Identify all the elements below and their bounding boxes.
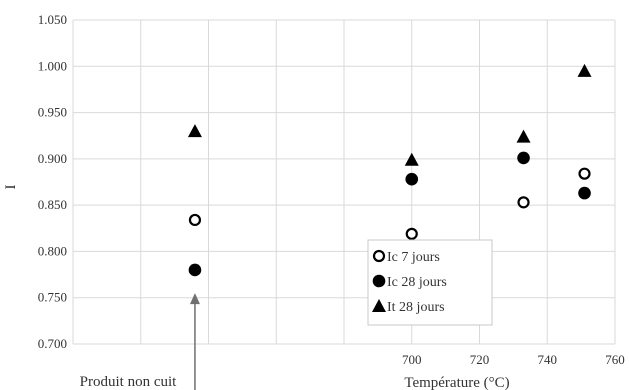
x-tick-labels: 700 720 740 760 [402, 352, 625, 367]
legend-items: Ic 7 jours Ic 28 jours It 28 jours [372, 249, 447, 315]
y-tick-label: 1.000 [38, 58, 67, 73]
annotation-text: Produit non cuit [80, 374, 177, 390]
data-point-series-3 [516, 129, 531, 143]
annotation-arrow-head [189, 293, 200, 305]
data-point-series-2 [405, 172, 419, 186]
legend-label: Ic 7 jours [387, 250, 440, 265]
x-tick-label: 740 [538, 352, 558, 367]
y-tick-label: 0.900 [38, 151, 67, 166]
data-points [187, 63, 592, 277]
y-tick-label: 0.700 [38, 336, 67, 351]
annotation-arrow [189, 293, 200, 390]
legend-label: It 28 jours [387, 300, 445, 315]
y-tick-labels: 0.700 0.750 0.800 0.850 0.900 0.950 1.000 1.050 [38, 12, 67, 351]
x-tick-label: 760 [605, 352, 625, 367]
y-tick-label: 1.050 [38, 12, 67, 27]
data-point-series-3 [577, 63, 592, 77]
data-point-series-1 [517, 196, 530, 209]
data-point-series-1 [188, 213, 202, 227]
data-point-series-1 [578, 167, 591, 180]
data-point-series-3 [404, 152, 419, 166]
y-axis-label: I [3, 185, 19, 190]
legend-box [367, 239, 493, 326]
x-axis-label: Température (°C) [404, 375, 509, 390]
data-point-series-2 [188, 263, 202, 277]
x-tick-label: 720 [470, 352, 490, 367]
legend-label: Ic 28 jours [387, 275, 447, 290]
data-point-series-3 [187, 124, 202, 138]
legend-marker-series-2 [372, 274, 386, 288]
y-tick-label: 0.800 [38, 243, 67, 258]
y-tick-label: 0.850 [38, 197, 67, 212]
data-point-series-1 [405, 227, 418, 240]
legend: Ic 7 jours Ic 28 jours It 28 jours [367, 239, 493, 326]
legend-marker-series-3 [372, 299, 386, 312]
y-tick-label: 0.950 [38, 105, 67, 120]
y-tick-label: 0.750 [38, 290, 67, 305]
x-tick-label: 700 [402, 352, 422, 367]
data-point-series-2 [517, 151, 530, 165]
legend-marker-series-1 [372, 249, 386, 263]
data-point-series-2 [578, 186, 591, 200]
